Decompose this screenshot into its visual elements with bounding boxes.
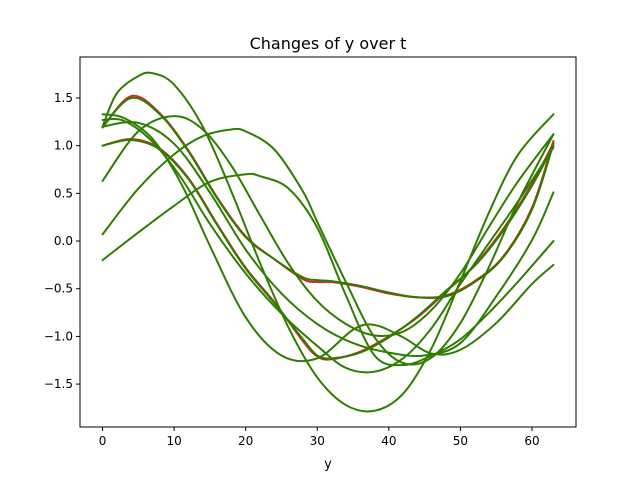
y-tick-label: 0.5 [54,186,73,200]
y-tick-label: 1.0 [54,139,73,153]
x-tick-label: 60 [524,434,539,448]
y-tick-label: 1.5 [54,91,73,105]
x-tick-label: 0 [99,434,107,448]
series-layer [101,71,555,413]
y-axis: −1.5 −1.0 −0.5 0.0 0.5 1.0 1.5 [44,91,80,391]
x-axis-label: y [324,457,332,472]
series-line-8 [101,115,555,337]
x-tick-label: 30 [310,434,325,448]
y-tick-label: −1.0 [44,329,73,343]
x-tick-label: 50 [453,434,468,448]
x-tick-label: 10 [166,434,181,448]
series-line-3 [101,96,555,300]
y-tick-label: 0.0 [54,234,73,248]
series-line-11 [101,121,555,357]
series-line-9 [101,127,555,366]
x-tick-label: 40 [381,434,396,448]
plot-frame [79,56,577,428]
chart-title: Changes of y over t [250,34,407,53]
series-line-7 [101,71,555,413]
series-line-4 [101,138,555,360]
y-tick-label: −1.5 [44,377,73,391]
plot-area-background [80,57,576,427]
y-tick-label: −0.5 [44,282,73,296]
x-tick-label: 20 [238,434,253,448]
x-axis: 0 10 20 30 40 50 60 [99,427,540,448]
